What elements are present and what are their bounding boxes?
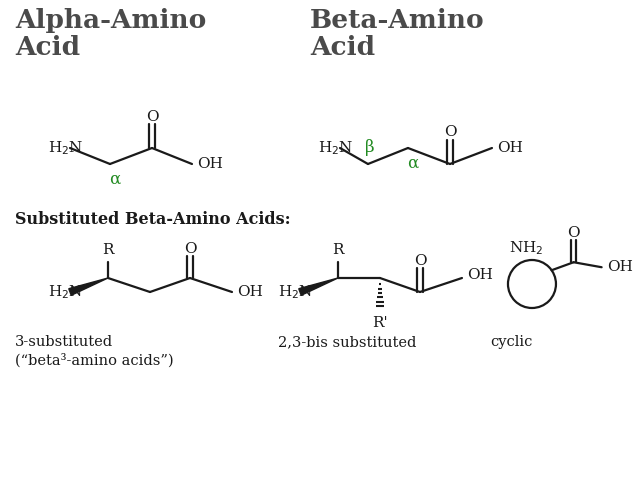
Text: β: β (365, 140, 375, 156)
Text: 3-substituted
(“beta³-amino acids”): 3-substituted (“beta³-amino acids”) (15, 335, 173, 367)
Text: O: O (413, 254, 426, 268)
Text: Beta-Amino
Acid: Beta-Amino Acid (310, 8, 484, 60)
Text: Alpha-Amino
Acid: Alpha-Amino Acid (15, 8, 206, 60)
Text: H$_2$N: H$_2$N (48, 283, 83, 301)
Text: R: R (102, 243, 114, 257)
Text: O: O (184, 242, 196, 256)
Polygon shape (68, 278, 108, 295)
Text: OH: OH (607, 260, 632, 274)
Text: OH: OH (197, 157, 223, 171)
Polygon shape (299, 278, 338, 295)
Text: 2,3-bis substituted: 2,3-bis substituted (278, 335, 417, 349)
Text: H$_2$N: H$_2$N (278, 283, 314, 301)
Text: O: O (567, 226, 580, 240)
Text: α: α (407, 155, 419, 171)
Text: O: O (444, 125, 456, 139)
Text: α: α (109, 170, 120, 188)
Text: H$_2$N: H$_2$N (48, 139, 83, 157)
Text: cyclic: cyclic (490, 335, 532, 349)
Text: OH: OH (497, 141, 523, 155)
Text: R: R (332, 243, 344, 257)
Text: H$_2$N: H$_2$N (318, 139, 353, 157)
Text: Substituted Beta-Amino Acids:: Substituted Beta-Amino Acids: (15, 212, 291, 228)
Text: NH$_2$: NH$_2$ (509, 240, 543, 257)
Text: O: O (146, 110, 158, 124)
Text: R': R' (372, 316, 388, 330)
Text: OH: OH (467, 268, 493, 282)
Text: OH: OH (237, 285, 263, 299)
